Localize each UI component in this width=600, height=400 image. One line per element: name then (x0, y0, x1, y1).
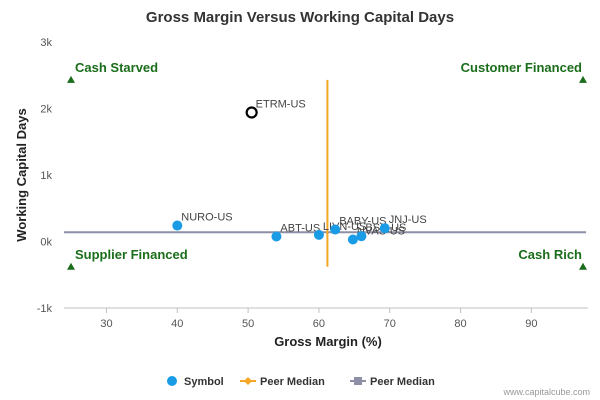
data-point (330, 224, 341, 235)
quadrant-marker-bottom-left (67, 262, 75, 270)
legend-item-label: Peer Median (260, 376, 325, 388)
quadrant-label-bottom-left: Supplier Financed (75, 247, 188, 262)
data-point (347, 234, 358, 245)
y-tick-label: -1k (37, 303, 53, 315)
x-tick-label: 80 (454, 318, 466, 330)
x-tick-label: 30 (100, 318, 112, 330)
x-tick-label: 60 (313, 318, 325, 330)
quadrant-marker-bottom-right (579, 262, 587, 270)
x-tick-label: 50 (242, 318, 254, 330)
data-point-label: BABY-US (339, 216, 386, 228)
data-point-highlight (245, 106, 258, 119)
credit-text: www.capitalcube.com (502, 387, 590, 397)
data-point-label: NVAS-US (357, 226, 405, 238)
y-tick-label: 1k (40, 170, 52, 182)
legend-diamond-marker (244, 377, 252, 385)
data-point-label: ETRM-US (256, 98, 306, 110)
x-tick-label: 70 (384, 318, 396, 330)
x-tick-label: 90 (525, 318, 537, 330)
quadrant-label-top-right: Customer Financed (461, 60, 582, 75)
data-point-label: ABT-US (280, 223, 320, 235)
legend-square-marker (354, 377, 362, 385)
data-point (313, 229, 324, 240)
y-axis-title: Working Capital Days (14, 108, 29, 241)
quadrant-marker-top-left (67, 75, 75, 83)
y-tick-label: 3k (40, 37, 52, 49)
x-tick-label: 40 (171, 318, 183, 330)
plot-area: 30 40 50 60 70 80 90 -1k 0k 1k 2k 3k Cash Starved Cus… (37, 37, 588, 330)
data-point (172, 220, 183, 231)
legend-item-label: Peer Median (370, 376, 435, 388)
data-point (356, 231, 367, 242)
quadrant-label-top-left: Cash Starved (75, 60, 158, 75)
x-axis-title: Gross Margin (%) (274, 334, 382, 349)
legend-item-label: Symbol (184, 376, 224, 388)
legend-symbol-marker (167, 376, 177, 386)
data-point (271, 231, 282, 242)
legend: Symbol Peer Median Peer Median (167, 376, 435, 388)
y-tick-label: 2k (40, 104, 52, 116)
data-point (379, 223, 390, 234)
quadrant-label-bottom-right: Cash Rich (518, 247, 582, 262)
y-tick-label: 0k (40, 237, 52, 249)
data-point-label: JNJ-US (389, 214, 427, 226)
quadrant-marker-top-right (579, 75, 587, 83)
chart-title: Gross Margin Versus Working Capital Days (146, 9, 454, 26)
data-point-label: NURO-US (181, 212, 232, 224)
